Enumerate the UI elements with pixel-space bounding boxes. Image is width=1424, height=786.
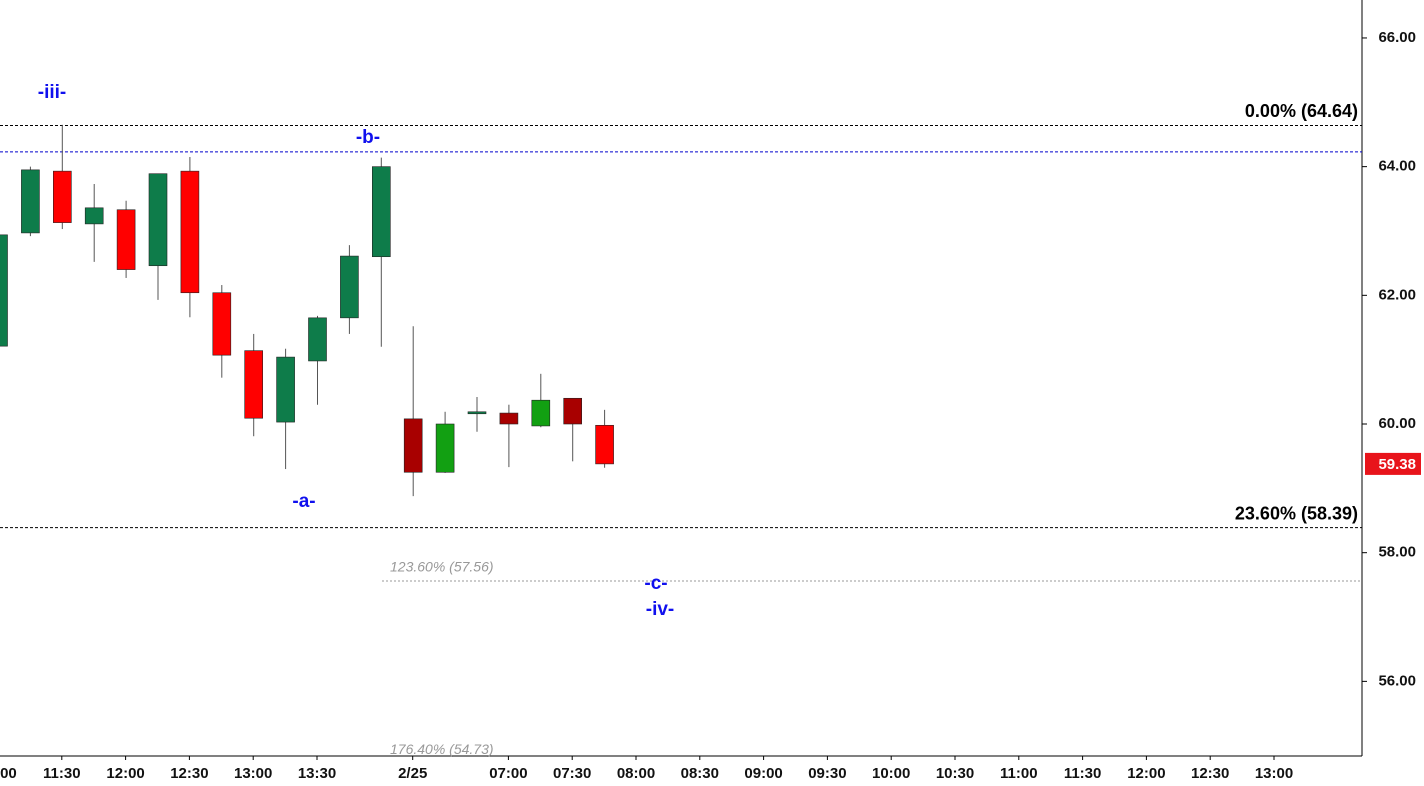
candle bbox=[21, 166, 40, 237]
wave-label: -c- bbox=[644, 573, 667, 594]
candle-body bbox=[595, 424, 614, 465]
candle bbox=[371, 157, 391, 347]
candle bbox=[148, 173, 168, 300]
candle-body bbox=[0, 234, 8, 347]
candle-body bbox=[52, 170, 72, 223]
candle-body bbox=[180, 170, 200, 294]
candle-body bbox=[340, 255, 359, 319]
x-tick-label: 12:00 bbox=[1127, 765, 1165, 782]
x-tick-label: 13:00 bbox=[234, 765, 272, 782]
x-tick-label: 08:00 bbox=[617, 765, 655, 782]
candle-body bbox=[467, 411, 487, 415]
candle bbox=[0, 234, 8, 347]
x-tick-label: 11:30 bbox=[43, 765, 81, 782]
last-price-tag bbox=[1365, 452, 1421, 475]
candle-body bbox=[403, 418, 423, 473]
y-tick-label: 66.00 bbox=[1378, 29, 1416, 46]
y-tick-label: 62.00 bbox=[1378, 286, 1416, 303]
y-tick-label: 60.00 bbox=[1378, 415, 1416, 432]
candle bbox=[180, 156, 200, 318]
level-label: 23.60% (58.39) bbox=[1235, 503, 1358, 523]
candle bbox=[403, 326, 423, 497]
candle-body bbox=[244, 350, 263, 419]
x-tick-label: 07:00 bbox=[489, 765, 527, 782]
candle bbox=[84, 184, 104, 262]
x-tick-label: 2/25 bbox=[398, 765, 427, 782]
level-label: 0.00% (64.64) bbox=[1245, 101, 1358, 121]
x-tick-label: 08:30 bbox=[681, 765, 719, 782]
candle bbox=[308, 315, 327, 405]
candle-body bbox=[531, 399, 551, 427]
level-label: 123.60% (57.56) bbox=[390, 559, 494, 575]
level-label: 176.40% (54.73) bbox=[390, 741, 494, 757]
candle bbox=[531, 373, 551, 428]
candle bbox=[435, 411, 455, 473]
candle-body bbox=[21, 169, 40, 234]
x-tick-label: 12:00 bbox=[106, 765, 144, 782]
x-tick-label: 11:00 bbox=[0, 765, 17, 782]
candle-body bbox=[84, 207, 104, 225]
x-tick-label: 11:00 bbox=[1000, 765, 1038, 782]
y-tick-label: 64.00 bbox=[1378, 158, 1416, 175]
candle-body bbox=[308, 317, 327, 362]
y-tick-label: 56.00 bbox=[1378, 672, 1416, 689]
x-tick-label: 13:30 bbox=[298, 765, 336, 782]
candle-body bbox=[148, 173, 168, 267]
x-tick-label: 09:30 bbox=[808, 765, 846, 782]
x-tick-label: 13:00 bbox=[1255, 765, 1293, 782]
candle-body bbox=[371, 166, 391, 258]
wave-label: -iii- bbox=[38, 82, 67, 103]
candle bbox=[499, 404, 519, 468]
candle bbox=[52, 124, 72, 230]
candle-body bbox=[212, 292, 232, 356]
wave-label: -b- bbox=[356, 127, 380, 148]
x-tick-label: 11:30 bbox=[1064, 765, 1102, 782]
candle-body bbox=[276, 356, 295, 423]
last-price-label: 59.38 bbox=[1378, 456, 1416, 473]
wave-label: -a- bbox=[292, 491, 315, 512]
x-tick-label: 12:30 bbox=[1191, 765, 1229, 782]
candle bbox=[116, 200, 136, 278]
x-tick-label: 07:30 bbox=[553, 765, 591, 782]
x-tick-label: 09:00 bbox=[744, 765, 782, 782]
candle-body bbox=[435, 423, 455, 473]
x-tick-label: 10:00 bbox=[872, 765, 910, 782]
candle bbox=[595, 409, 614, 468]
candle bbox=[244, 333, 263, 437]
y-tick-label: 58.00 bbox=[1378, 544, 1416, 561]
candle bbox=[563, 397, 583, 462]
candle bbox=[340, 245, 359, 334]
wave-label: -iv- bbox=[646, 599, 675, 620]
candle bbox=[276, 348, 295, 470]
candle bbox=[212, 285, 232, 378]
candle-body bbox=[116, 209, 136, 270]
candle-body bbox=[499, 412, 519, 425]
x-tick-label: 12:30 bbox=[170, 765, 208, 782]
candle bbox=[467, 396, 487, 432]
x-tick-label: 10:30 bbox=[936, 765, 974, 782]
candle-body bbox=[563, 397, 583, 425]
